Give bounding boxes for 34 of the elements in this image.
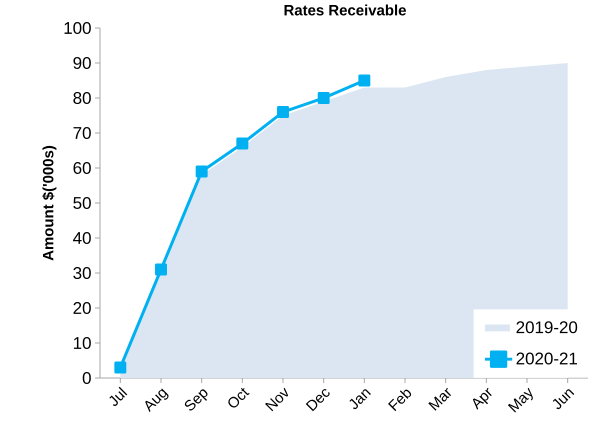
x-tick-label: Nov — [265, 388, 288, 412]
y-tick-label: 100 — [64, 22, 91, 34]
y-axis-title: Amount $('000s) — [42, 146, 56, 260]
x-tick-label: Jun — [552, 389, 574, 410]
y-tick-label: 20 — [74, 302, 91, 314]
point — [358, 74, 370, 86]
x-tick-label: Jul — [109, 386, 128, 406]
legend-label: 2020-21 — [516, 352, 578, 365]
x-tick-label: Dec — [306, 389, 330, 412]
point — [155, 264, 167, 276]
chart-title: Rates Receivable — [284, 4, 406, 16]
point — [196, 166, 208, 178]
y-tick-label: 60 — [74, 162, 91, 174]
x-tick-label: Oct — [228, 388, 250, 408]
legend-label: 2019-20 — [516, 321, 578, 334]
point — [277, 106, 289, 118]
x-tick-label: Apr — [472, 388, 492, 410]
y-tick-label: 90 — [73, 57, 91, 69]
y-tick-label: 50 — [73, 197, 91, 209]
y-tick-label: 10 — [74, 337, 91, 349]
y-tick-label: 80 — [73, 92, 91, 104]
x-tick-label: Sep — [184, 389, 208, 411]
x-tick-label: Mar — [428, 388, 452, 411]
y-tick-label: 40 — [73, 232, 91, 244]
y-tick-label: 30 — [73, 267, 91, 279]
y-tick-label: 0 — [82, 372, 91, 384]
x-tick-label: Feb — [388, 390, 412, 412]
point — [114, 362, 126, 374]
point — [318, 92, 330, 104]
y-tick-label: 70 — [74, 127, 91, 139]
x-tick-label: Jan — [349, 389, 371, 410]
x-tick-label: May — [508, 388, 533, 412]
x-tick-label: Aug — [145, 388, 169, 412]
point — [236, 138, 248, 150]
